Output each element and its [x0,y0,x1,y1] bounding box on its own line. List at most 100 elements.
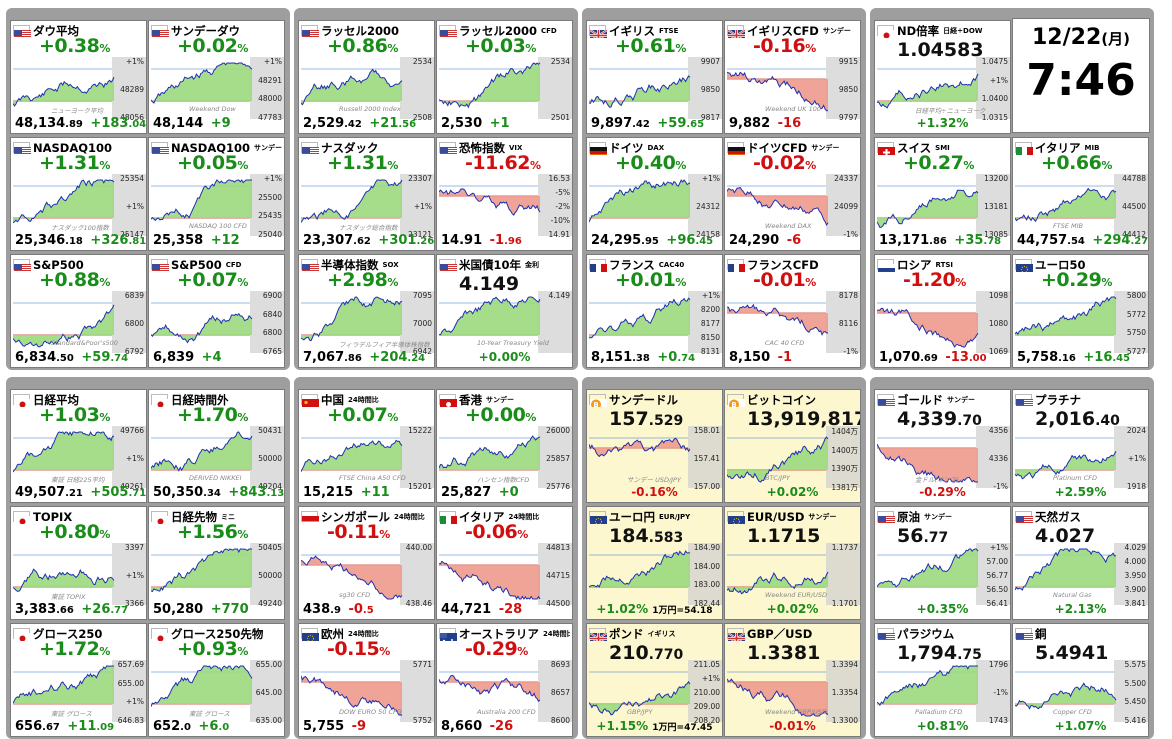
axis-label: 13085 [984,230,1008,239]
axis-label: 25147 [120,230,144,239]
price-chart [726,543,860,605]
us-flag-icon [439,25,457,38]
ru-flag-icon [877,259,895,272]
ticker-card-growth250[interactable]: グロース250 +1.72% 657.69 655.00 +1% 646.83 東証 グ… [10,623,147,737]
ticker-card-australia[interactable]: オーストラリア 24時間比 -0.29% 8693 8657 8600 Austral… [436,623,573,737]
ticker-card-ftse-cfd[interactable]: イギリスCFD サンデー -0.16% 9915 9850 9797 Weekend … [724,20,861,134]
change-int: +9 [210,116,231,131]
ticker-card-china[interactable]: 中国 24時間比 +0.07% 15222 15201 FTSE China A50… [298,389,435,503]
price-axis: 8178 8116 -1% [824,291,858,356]
chart-watermark: Weekend Dow [189,105,236,113]
price-chart [12,57,146,119]
ticker-card-nasdaq100-sun[interactable]: NASDAQ100 サンデー +0.05% +1% 25500 25435 25040… [148,137,285,251]
card-header: 欧州 24時間比 [301,626,432,641]
ticker-card-nasdaq100[interactable]: NASDAQ100 +1.31% 25354 +1% 25147 ナスダック100指数… [10,137,147,251]
ticker-card-euro50[interactable]: ユーロ50 +0.29% 5800 5772 5750 5727 5,758.16 +… [1012,254,1149,368]
ticker-card-eurusd[interactable]: EUR/USD サンデー 1.1715 1.1737 1.1701 Weekend … [724,506,861,620]
ticker-card-crude[interactable]: 原油 サンデー 56.77 +1% 57.00 56.77 56.50 56.41 +0.… [874,506,1011,620]
ticker-value: 50,350.34 +843.13 [153,485,284,500]
ticker-change-pct: -0.29% [465,638,528,660]
ticker-card-hongkong[interactable]: 香港 サンデー +0.00% 26000 25857 25776 ハンセン指数CFD … [436,389,573,503]
ticker-card-nikkei-night[interactable]: 日経時間外 +1.70% 50431 50000 49204 DERIVED NIKK… [148,389,285,503]
ticker-name: パラジウム [897,626,955,641]
ticker-card-gbpusd[interactable]: GBP／USD 1.3381 1.3394 1.3354 1.3300 Weekend… [724,623,861,737]
ticker-card-nikkei-fut[interactable]: 日経先物 ミニ +1.56% 50405 50000 49240 50,280 +7… [148,506,285,620]
ticker-card-ftse[interactable]: イギリス FTSE +0.61% 9907 9850 9817 9,897.42 +… [586,20,723,134]
ticker-name: イタリア [1035,140,1081,155]
ticker-card-sunday-usdjpy[interactable]: B サンデードル 157.529 158.01 157.41 157.00 サンデー … [586,389,723,503]
ticker-change-pct: +0.86% [327,35,398,57]
ticker-value: 6,839 +4 [153,350,222,365]
ticker-value: 25,346.18 +326.81 [15,233,146,248]
ticker-card-nd-ratio[interactable]: ND倍率 日経÷DOW 1.04583 1.0475 +1% 1.0400 1.031… [874,20,1011,134]
ticker-card-europe[interactable]: 欧州 24時間比 -0.15% 5771 5752 DOW EURO 50 CFD … [298,623,435,737]
ticker-card-eurjpy[interactable]: ユーロ円 EUR/JPY 184.583 184.90 184.00 183.00 1… [586,506,723,620]
ticker-price-big: 56.77 [897,525,948,547]
ticker-card-dow[interactable]: ダウ平均 +0.38% +1% 48289 48056 ニューヨーク平均 48,134… [10,20,147,134]
ticker-card-growth250-fut[interactable]: グロース250先物 +0.93% 655.00 645.00 635.00 東証 グロ… [148,623,285,737]
price-int: 3,383 [15,602,57,617]
ticker-card-russell-cfd[interactable]: ラッセル2000 CFD +0.03% 2534 2501 2,530 +1 [436,20,573,134]
ticker-card-mib[interactable]: イタリア MIB +0.66% 44788 44500 44412 FTSE MIB … [1012,137,1149,251]
price-axis: 1.3394 1.3354 1.3300 [824,660,858,725]
uk-flag-icon [727,628,746,641]
price-int: 438 [303,602,331,617]
svg-text:B: B [731,401,736,407]
price-int: 50,280 [153,602,204,617]
ticker-card-dax-cfd[interactable]: ドイツCFD サンデー -0.02% 24337 24099 -1% Weekend … [724,137,861,251]
axis-label: +1% [125,57,144,66]
ticker-card-topix[interactable]: TOPIX +0.80% 3397 +1% 3366 東証 TOPIX 3,383.6… [10,506,147,620]
ticker-card-sp500[interactable]: S&P500 +0.88% 6839 6800 6792 Standard&Poor'… [10,254,147,368]
ticker-card-sox[interactable]: 半導体指数 SOX +2.98% 7095 7000 6942 フィラデルフィア半導体… [298,254,435,368]
price-int: 8,150 [729,350,771,365]
ticker-card-palladium[interactable]: パラジウム 1,794.75 1796 -1% 1743 Palladium CFD +… [874,623,1011,737]
ticker-card-gold[interactable]: ゴールド サンデー 4,339.70 4356 4336 -1% 金ドル(オンス) -0… [874,389,1011,503]
ticker-card-copper[interactable]: 銅 5.4941 5.575 5.500 5.450 5.416 Copper CFD +… [1012,623,1149,737]
ticker-card-sunday-dow[interactable]: サンデーダウ +0.02% +1% 48291 48000 47783 Weekend … [148,20,285,134]
ticker-card-smi[interactable]: スイス SMI +0.27% 13200 13181 13085 13,171.86… [874,137,1011,251]
ticker-change-pct: -0.15% [327,638,390,660]
ticker-card-bitcoin[interactable]: B ビットコイン 13,919,817 1404万 1400万 1390万 1381万… [724,389,861,503]
axis-label: 49261 [120,482,144,491]
ticker-card-vix[interactable]: 恐怖指数 VIX -11.62% 16.53 -5% -2% -10% 14.91 14… [436,137,573,251]
pct-value: +2.59 [1054,485,1095,499]
ticker-card-singapore[interactable]: シンガポール 24時間比 -0.11% 440.00 438.46 sg30 CFD… [298,506,435,620]
chart-watermark: Weekend UK 100 [765,105,821,113]
ticker-card-nasdaq[interactable]: ナスダック +1.31% 23307 +1% 23121 ナスダック総合指数 23,3… [298,137,435,251]
ticker-name: フランスCFD [747,257,819,272]
change-int: +505 [90,485,129,500]
ticker-card-nikkei[interactable]: 日経平均 +1.03% 49766 +1% 49261 東証 日経225平均 49,5… [10,389,147,503]
axis-label: 8693 [550,660,570,669]
ticker-card-gbpjpy[interactable]: ポンド イギリス 210.770 211.05 +1% 210.00 209.00 20… [586,623,723,737]
ticker-subname: EUR/JPY [659,512,691,521]
axis-label: 3.950 [1124,571,1146,580]
price-dec: .18 [65,236,83,247]
axis-label: -2% [555,202,570,211]
ticker-card-sp500-cfd[interactable]: S&P500 CFD +0.07% 6900 6840 6800 6765 6,839… [148,254,285,368]
price-int: 5,755 [303,719,345,734]
ticker-change-pct: -0.16% [631,485,678,499]
axis-label: 184.90 [693,543,720,552]
ticker-card-us10y[interactable]: 米国債10年 金利 4.149 4.149 10-Year Treasury Yi… [436,254,573,368]
ticker-card-italy[interactable]: イタリア 24時間比 -0.06% 44813 44715 44500 44,721… [436,506,573,620]
ticker-card-cac-cfd[interactable]: フランスCFD -0.01% 8178 8116 -1% CAC 40 CFD 8,1… [724,254,861,368]
axis-label: -10% [550,216,570,225]
axis-label: 1.0400 [981,94,1008,103]
ticker-change-pct: +0.93% [177,638,248,660]
ticker-card-rtsi[interactable]: ロシア RTSI -1.20% 1098 1080 1069 1,070.69 -1… [874,254,1011,368]
price-change: +0.74 [657,350,695,365]
card-header: B サンデードル [589,392,720,407]
ticker-card-cac[interactable]: フランス CAC40 +0.01% +1% 8200 8177 8150 8131 8,… [586,254,723,368]
ticker-name: TOPIX [33,509,73,524]
pct-value: +0.05 [177,152,238,174]
ticker-card-dax[interactable]: ドイツ DAX +0.40% +1% 24312 24158 24,295.95 +… [586,137,723,251]
ticker-card-platinum[interactable]: プラチナ 2,016.40 2024 +1% 1918 Platinum CFD +2.… [1012,389,1149,503]
card-header: ユーロ50 [1015,257,1146,272]
change-int: +35 [954,233,984,248]
price-change: +9 [211,116,231,131]
price-int: 4.027 [1035,525,1096,547]
ticker-card-russell[interactable]: ラッセル2000 +0.86% 2534 2508 Russell 2000 Ind… [298,20,435,134]
ticker-card-natgas[interactable]: 天然ガス 4.027 4.029 4.000 3.950 3.900 3.841 Natu… [1012,506,1149,620]
axis-label: 184.00 [693,562,720,571]
axis-label: 48289 [120,85,144,94]
